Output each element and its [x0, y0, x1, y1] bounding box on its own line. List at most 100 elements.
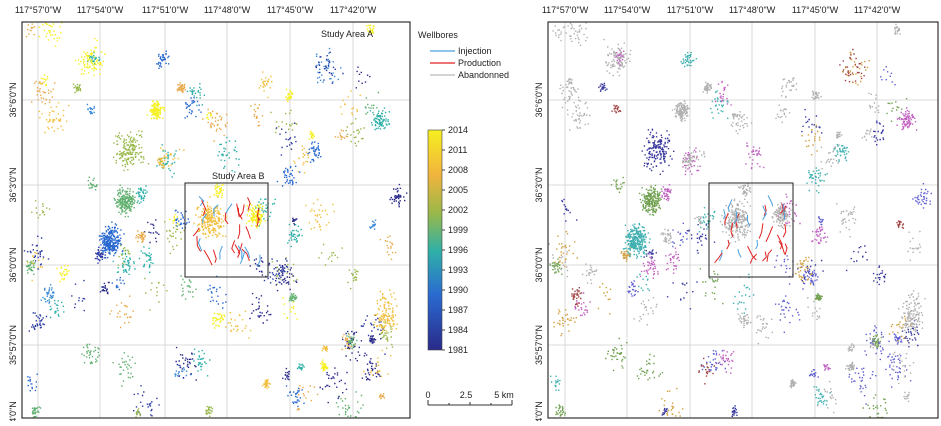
wellbore-cluster: [571, 287, 583, 307]
wellbore-cluster: [285, 385, 305, 408]
y-label: 36°6'0"N: [534, 82, 544, 117]
well-trace: [714, 252, 723, 264]
wellbore-cluster: [894, 23, 901, 35]
wellbore-cluster: [174, 364, 192, 379]
wellbore-cluster: [389, 183, 408, 208]
wellbore-cluster: [347, 269, 359, 290]
wellbore-cluster: [686, 224, 716, 254]
wellbore-cluster: [72, 83, 82, 94]
wellbore-cluster: [376, 289, 398, 312]
y-label: 4'0"N: [8, 401, 18, 421]
wellbore-cluster: [564, 100, 591, 131]
wellbore-cluster: [807, 297, 821, 320]
wellbore-cluster: [845, 245, 868, 272]
wellbore-cluster: [872, 265, 887, 286]
wellbore-cluster: [335, 391, 364, 418]
x-label: 117°51'0"W: [667, 5, 714, 15]
wellbore-cluster: [38, 22, 63, 47]
wellbore-cluster: [275, 264, 298, 292]
well-trace: [778, 240, 786, 255]
map-frame: [21, 21, 411, 419]
wellbore-cluster: [366, 24, 375, 34]
x-label: 117°57'0"W: [542, 5, 589, 15]
well-trace: [776, 234, 783, 250]
well-trace: [735, 213, 740, 229]
wellbore-cluster: [369, 219, 377, 230]
y-label: 36°0'0"N: [534, 247, 544, 282]
x-label: 117°48'0"W: [204, 5, 251, 15]
wellbore-cluster: [732, 273, 755, 314]
well-trace: [730, 222, 734, 238]
well-trace: [213, 204, 219, 217]
wellbore-cluster: [31, 200, 51, 219]
wellbore-cluster: [661, 407, 668, 416]
scale-label: 0: [425, 390, 430, 400]
wellbore-cluster: [731, 405, 738, 417]
wellbore-cluster: [581, 263, 598, 285]
wellbore-cluster: [813, 386, 831, 406]
wellbore-cluster: [574, 292, 591, 317]
well-trace: [202, 213, 207, 224]
wellbore-cluster: [559, 82, 580, 109]
well-trace: [245, 226, 251, 239]
well-trace: [762, 251, 767, 262]
well-trace: [198, 196, 205, 207]
wellbore-cluster: [700, 350, 726, 371]
wellbore-cluster: [903, 391, 910, 402]
x-label: 117°57'0"W: [15, 5, 62, 15]
wellbore-cluster: [318, 243, 343, 266]
x-label: 117°42'0"W: [854, 5, 901, 15]
well-trace: [718, 249, 723, 261]
wellbore-cluster: [731, 113, 737, 120]
well-trace: [212, 249, 217, 263]
wellbore-cluster: [611, 104, 622, 114]
y-label: 35°57'0"N: [534, 325, 544, 365]
wellbore-cluster: [27, 373, 38, 392]
wellbore-cluster: [213, 182, 224, 199]
wellbore-cluster: [112, 352, 136, 387]
well-trace: [763, 204, 767, 216]
wellbore-cluster: [205, 112, 212, 120]
wellbore-cluster: [833, 144, 850, 163]
wellbore-cluster: [40, 284, 55, 304]
wellbore-cluster: [361, 352, 386, 381]
wellbore-cluster: [175, 346, 197, 381]
wellbore-cluster: [113, 184, 138, 218]
map-frame: [547, 21, 939, 419]
wellbore-cluster: [801, 124, 821, 156]
well-trace: [225, 203, 233, 214]
wellbore-cluster: [292, 217, 298, 226]
wellbore-cluster: [276, 165, 301, 187]
colorbar-label: 2005: [448, 185, 468, 195]
x-label: 117°54'0"W: [604, 5, 651, 15]
wellbore-cluster: [658, 387, 684, 417]
wellbore-cluster: [848, 367, 877, 405]
well-trace: [733, 210, 738, 224]
well-trace: [749, 253, 757, 264]
wellbore-cluster: [636, 273, 650, 291]
legend-label: Injection: [458, 46, 492, 56]
wellbore-cluster: [186, 83, 206, 107]
wellbore-cluster: [907, 230, 922, 261]
wellbore-cluster: [771, 202, 793, 230]
scale-bar: [427, 400, 513, 406]
wellbore-cluster: [811, 90, 822, 100]
wellbore-cluster: [135, 185, 148, 204]
wellbore-cluster: [873, 120, 885, 146]
wellbore-cluster: [369, 107, 391, 131]
wellbore-cluster: [373, 305, 398, 333]
legend-label: Abandonned: [458, 70, 509, 80]
well-trace: [755, 239, 758, 250]
wellbore-cluster: [745, 142, 765, 170]
wellbore-cluster: [839, 48, 866, 83]
wellbore-cluster: [806, 167, 828, 194]
wellbore-cluster: [98, 221, 125, 259]
wellbore-cluster: [31, 80, 56, 105]
wellbore-cluster: [180, 275, 197, 300]
wellbore-cluster: [698, 357, 715, 385]
wellbore-cluster: [814, 293, 823, 301]
well-trace: [726, 239, 730, 250]
well-trace: [737, 248, 742, 258]
wellbore-cluster: [99, 281, 110, 295]
wellbore-cluster: [802, 267, 819, 290]
